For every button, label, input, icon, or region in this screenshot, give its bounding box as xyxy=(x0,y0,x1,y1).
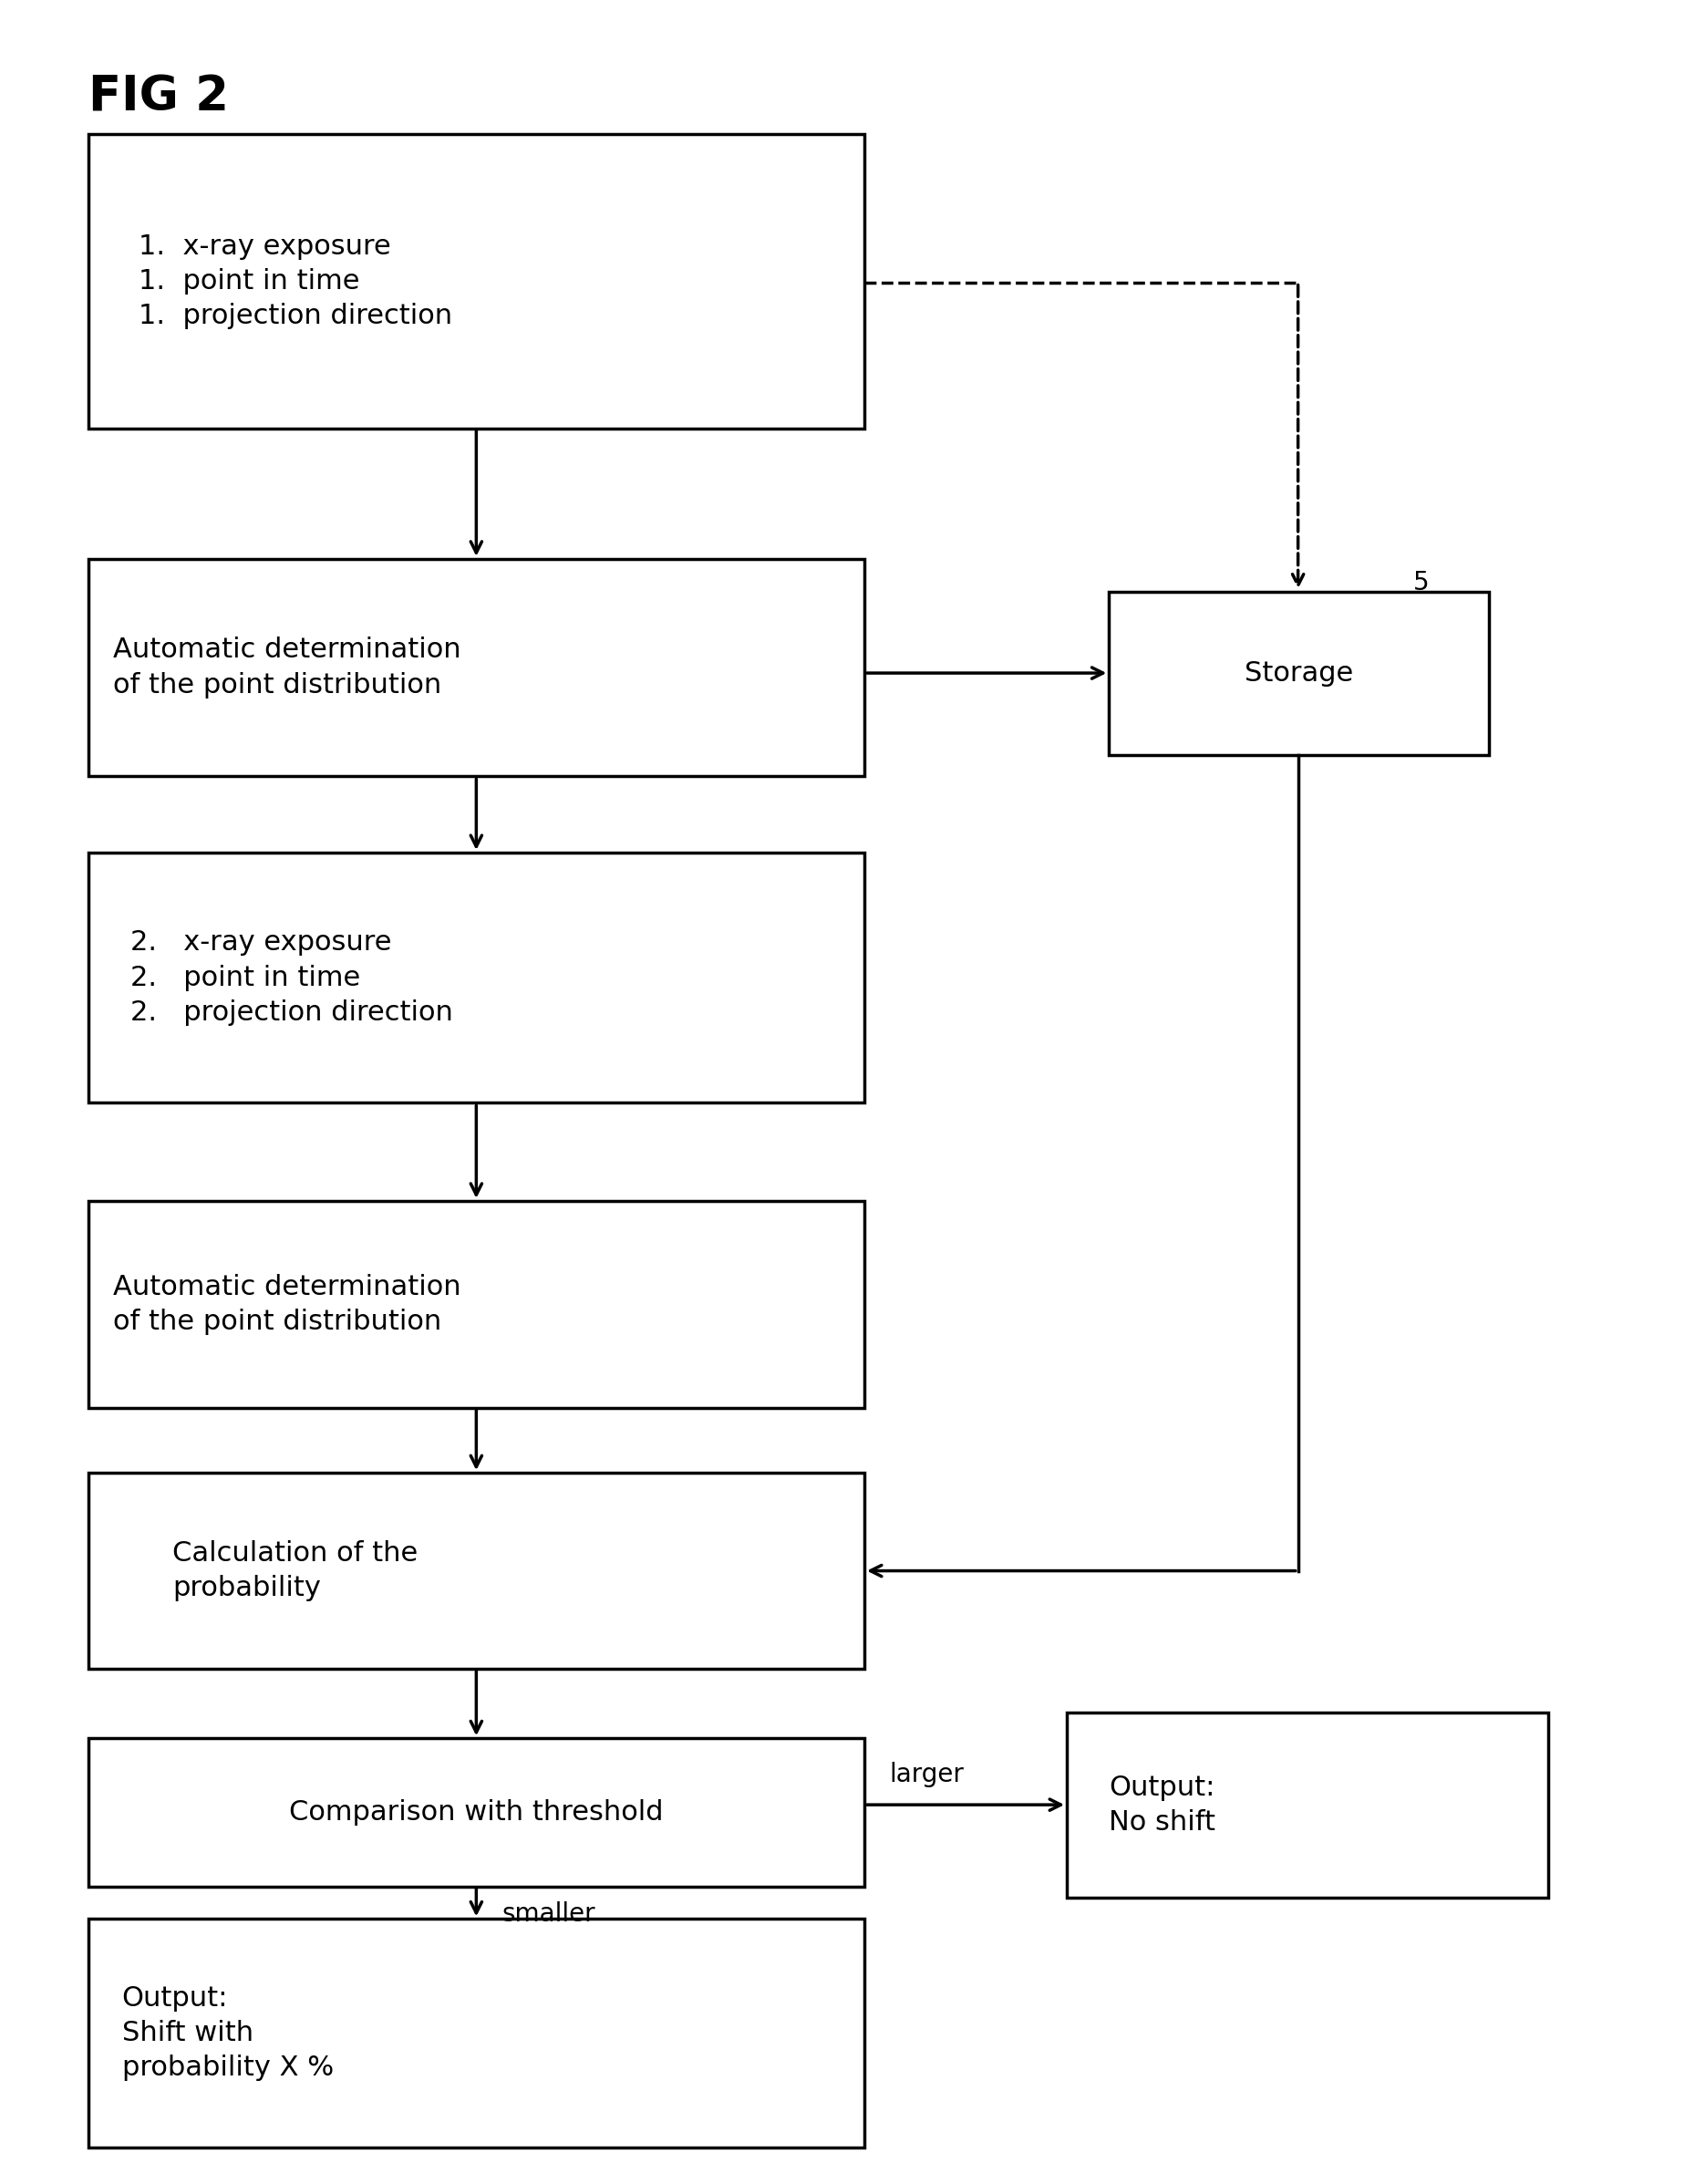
Bar xyxy=(88,1738,864,1887)
Text: FIG 2: FIG 2 xyxy=(88,74,229,120)
Bar xyxy=(88,852,864,1103)
Text: Output:
No shift: Output: No shift xyxy=(1109,1773,1215,1835)
Text: Calculation of the
probability: Calculation of the probability xyxy=(173,1540,419,1601)
Text: 1.  x-ray exposure
1.  point in time
1.  projection direction: 1. x-ray exposure 1. point in time 1. pr… xyxy=(139,234,453,330)
Bar xyxy=(1109,592,1488,756)
Bar xyxy=(88,1201,864,1406)
Text: Storage: Storage xyxy=(1244,660,1353,686)
Text: Comparison with threshold: Comparison with threshold xyxy=(290,1800,663,1826)
Bar xyxy=(88,135,864,428)
Text: 2.   x-ray exposure
2.   point in time
2.   projection direction: 2. x-ray exposure 2. point in time 2. pr… xyxy=(131,930,453,1026)
Text: Output:
Shift with
probability X %: Output: Shift with probability X % xyxy=(122,1985,334,2081)
Bar xyxy=(88,1472,864,1669)
Text: Automatic determination
of the point distribution: Automatic determination of the point dis… xyxy=(114,1273,461,1334)
Text: Automatic determination
of the point distribution: Automatic determination of the point dis… xyxy=(114,638,461,699)
Text: larger: larger xyxy=(890,1762,964,1787)
Bar xyxy=(88,1920,864,2147)
Bar xyxy=(88,559,864,778)
Text: smaller: smaller xyxy=(502,1902,595,1926)
Bar xyxy=(1066,1712,1548,1898)
Text: 5: 5 xyxy=(1412,570,1429,596)
